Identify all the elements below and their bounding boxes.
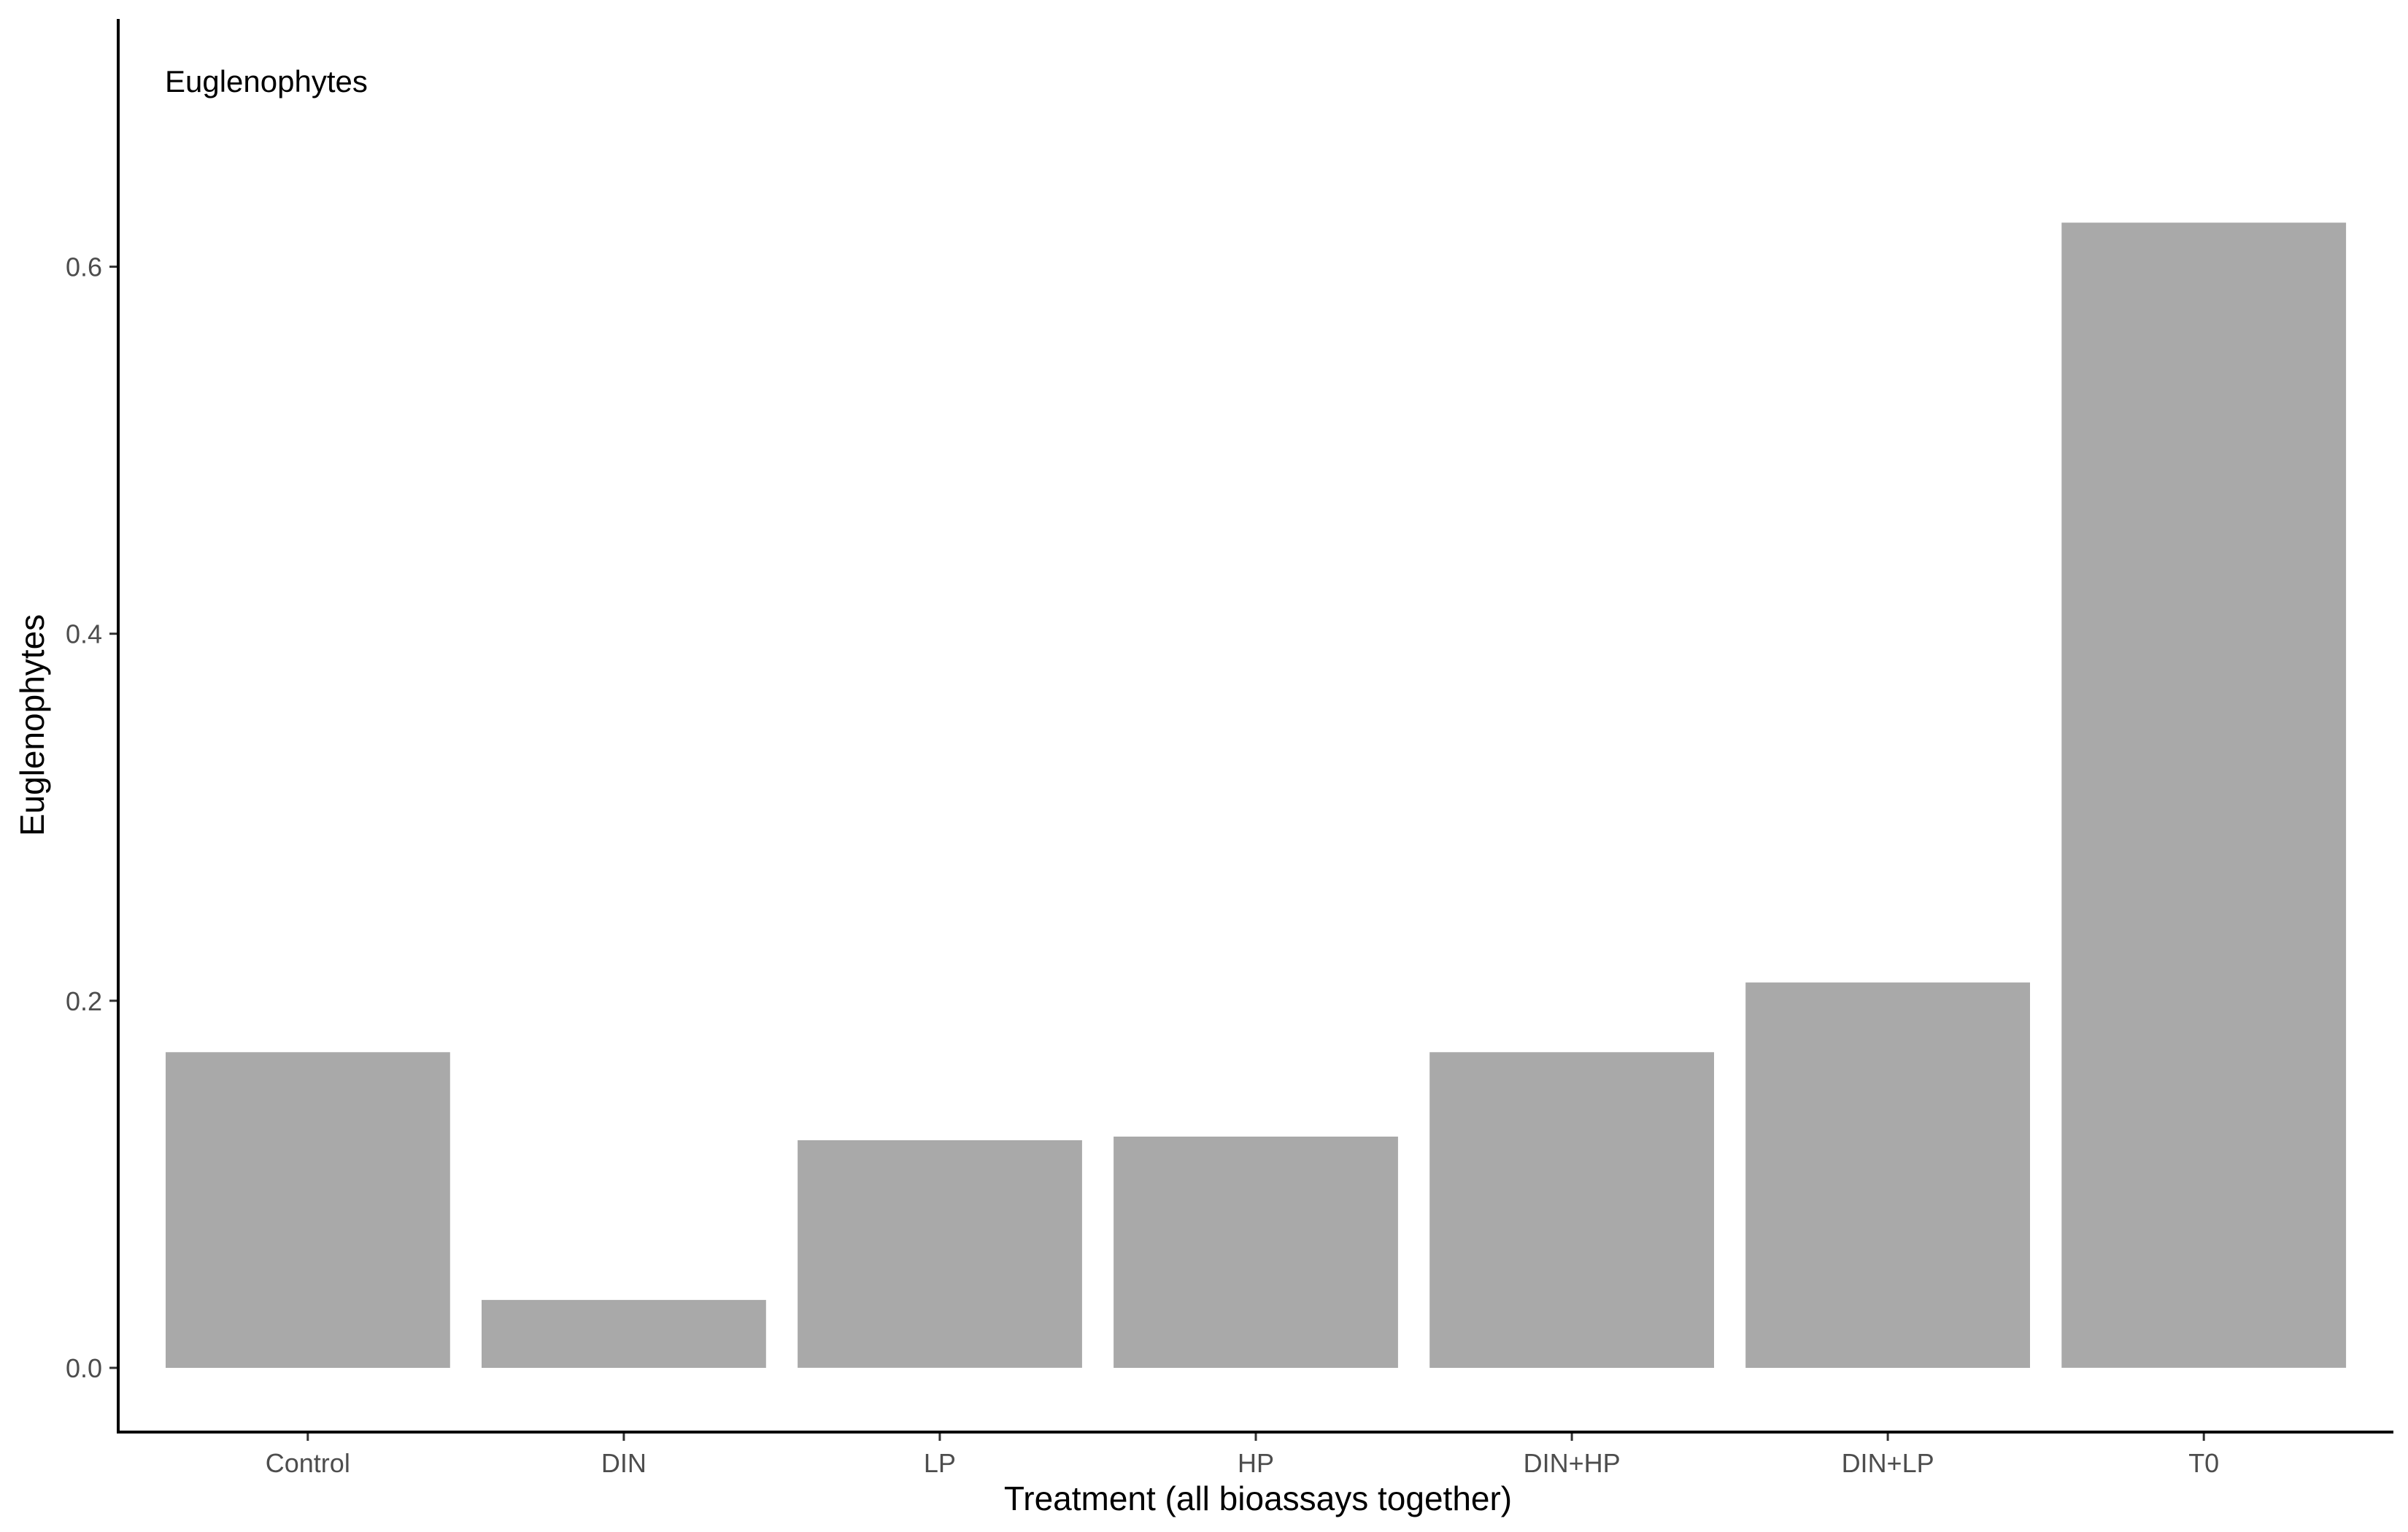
y-axis-ticks: 0.0 0.2 0.4 0.6 [66, 252, 118, 1383]
x-tick-label: LP [924, 1448, 956, 1478]
x-axis-title: Treatment (all bioassays together) [1004, 1479, 1512, 1517]
x-tick-label: HP [1238, 1448, 1274, 1478]
x-tick-label: T0 [2188, 1448, 2219, 1478]
bar-din [482, 1299, 766, 1368]
x-tick-label: DIN+LP [1842, 1448, 1934, 1478]
bar-din-hp [1429, 1052, 1714, 1368]
y-axis-title: Euglenophytes [13, 614, 51, 836]
y-tick-label: 0.2 [66, 986, 102, 1016]
panel-label: Euglenophytes [165, 64, 368, 98]
x-axis-ticks: Control DIN LP HP DIN+HP DIN+LP T0 [266, 1432, 2219, 1478]
bar-t0 [2061, 223, 2347, 1368]
x-tick-label: Control [266, 1448, 350, 1478]
x-tick-label: DIN [601, 1448, 647, 1478]
y-tick-label: 0.4 [66, 619, 102, 649]
bar-lp [798, 1140, 1082, 1368]
bar-din-lp [1745, 982, 2030, 1368]
y-tick-label: 0.0 [66, 1353, 102, 1383]
bars-group [166, 223, 2347, 1368]
bar-hp [1114, 1137, 1398, 1368]
y-tick-label: 0.6 [66, 252, 102, 282]
bar-control [166, 1052, 450, 1368]
x-tick-label: DIN+HP [1524, 1448, 1621, 1478]
